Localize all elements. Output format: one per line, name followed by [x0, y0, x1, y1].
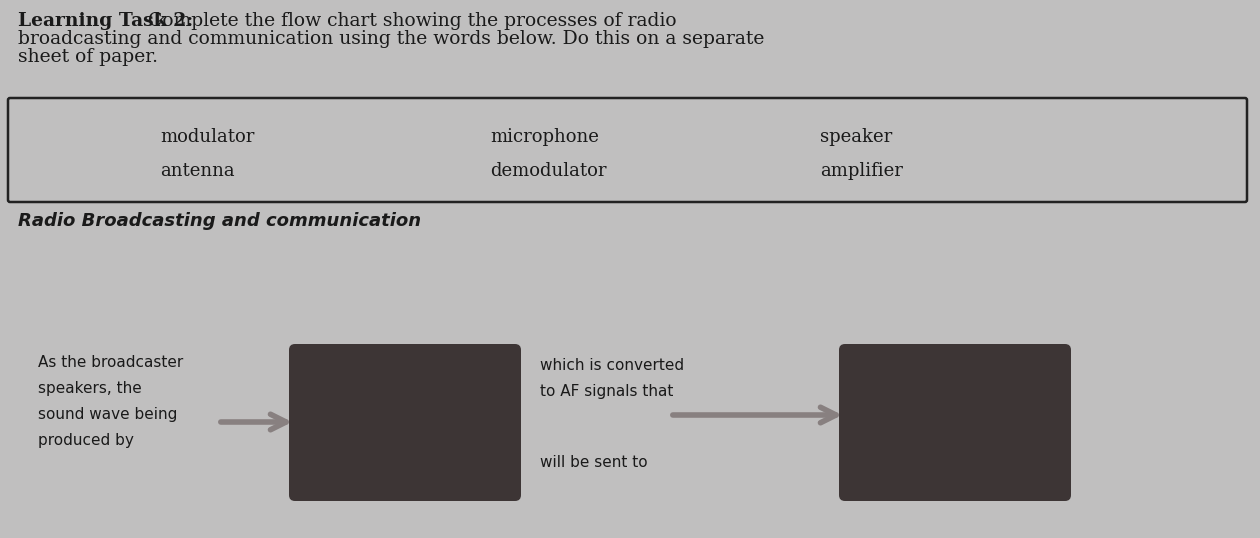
Text: sheet of paper.: sheet of paper.: [18, 48, 158, 66]
Text: speakers, the: speakers, the: [38, 381, 141, 396]
Text: which is converted: which is converted: [541, 358, 684, 373]
Text: antenna: antenna: [160, 162, 234, 180]
Text: Complete the flow chart showing the processes of radio: Complete the flow chart showing the proc…: [147, 12, 677, 30]
Text: sound wave being: sound wave being: [38, 407, 178, 422]
Text: will be sent to: will be sent to: [541, 455, 648, 470]
Text: to AF signals that: to AF signals that: [541, 384, 673, 399]
Text: broadcasting and communication using the words below. Do this on a separate: broadcasting and communication using the…: [18, 30, 765, 48]
FancyBboxPatch shape: [839, 344, 1071, 501]
Text: Radio Broadcasting and communication: Radio Broadcasting and communication: [18, 212, 421, 230]
Text: produced by: produced by: [38, 433, 134, 448]
Text: speaker: speaker: [820, 128, 892, 146]
Text: microphone: microphone: [490, 128, 598, 146]
Text: As the broadcaster: As the broadcaster: [38, 355, 183, 370]
Text: amplifier: amplifier: [820, 162, 903, 180]
FancyBboxPatch shape: [8, 98, 1247, 202]
Text: demodulator: demodulator: [490, 162, 606, 180]
Text: modulator: modulator: [160, 128, 255, 146]
FancyBboxPatch shape: [289, 344, 520, 501]
Text: Learning Task 2:: Learning Task 2:: [18, 12, 193, 30]
